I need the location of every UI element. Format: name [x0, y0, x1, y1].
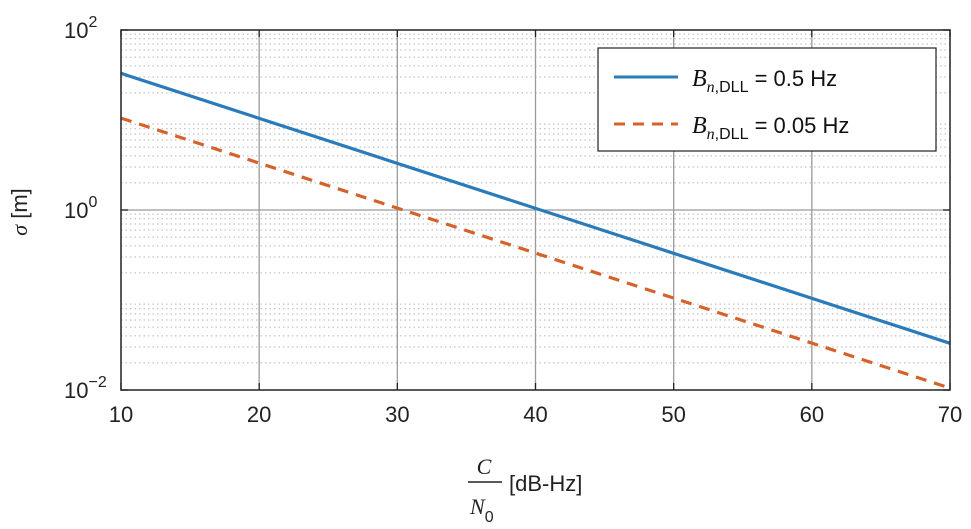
x-label-denominator-subscript: 0 — [485, 509, 494, 526]
y-axis-label: σ [m] — [7, 188, 32, 236]
y-tick-label: 10−2 — [64, 374, 107, 403]
legend-label-series-1-value: = 0.5 Hz — [748, 66, 837, 91]
legend-label-series-1: Bn,DLL = 0.5 Hz — [692, 66, 837, 96]
x-tick-label: 60 — [800, 402, 824, 427]
y-label-unit: [m] — [7, 188, 32, 219]
x-tick-label: 70 — [938, 402, 962, 427]
x-tick-label: 50 — [661, 402, 685, 427]
x-tick-label: 30 — [385, 402, 409, 427]
x-tick-label: 10 — [109, 402, 133, 427]
y-tick-label: 102 — [64, 14, 97, 43]
x-tick-label: 40 — [523, 402, 547, 427]
series-layer — [120, 71, 951, 390]
series-line-1 — [120, 71, 951, 345]
series-line-2 — [120, 116, 951, 390]
legend-label-series-2: Bn,DLL = 0.05 Hz — [692, 113, 849, 143]
y-tick-label: 100 — [64, 194, 97, 223]
y-label-symbol: σ — [7, 224, 32, 236]
legend-label-series-1-subscript: n,DLL — [707, 79, 749, 96]
legend-entry-series-2: Bn,DLL = 0.05 Hz — [614, 113, 849, 143]
major-grid — [121, 30, 950, 390]
x-label-unit: [dB-Hz] — [509, 471, 582, 496]
legend-label-series-2-value: = 0.05 Hz — [748, 113, 849, 138]
x-tick-label: 20 — [247, 402, 271, 427]
x-label-denominator: N0 — [469, 494, 494, 526]
legend: Bn,DLL = 0.5 Hz Bn,DLL = 0.05 Hz — [597, 47, 937, 152]
legend-label-series-2-subscript: n,DLL — [707, 126, 749, 143]
legend-label-series-2-symbol: B — [692, 113, 707, 139]
y-axis-ticks: 10−2 100 102 — [64, 14, 950, 403]
x-axis-ticks: 10 20 30 40 50 60 70 — [109, 30, 962, 427]
x-axis-label: C N0 [dB-Hz] — [468, 454, 582, 526]
legend-box — [597, 47, 937, 152]
y-label-text: σ [m] — [7, 188, 32, 236]
x-label-numerator: C — [477, 454, 492, 479]
legend-label-series-1-symbol: B — [692, 66, 707, 92]
legend-entry-series-1: Bn,DLL = 0.5 Hz — [614, 66, 837, 96]
x-label-denominator-symbol: N — [469, 494, 486, 519]
